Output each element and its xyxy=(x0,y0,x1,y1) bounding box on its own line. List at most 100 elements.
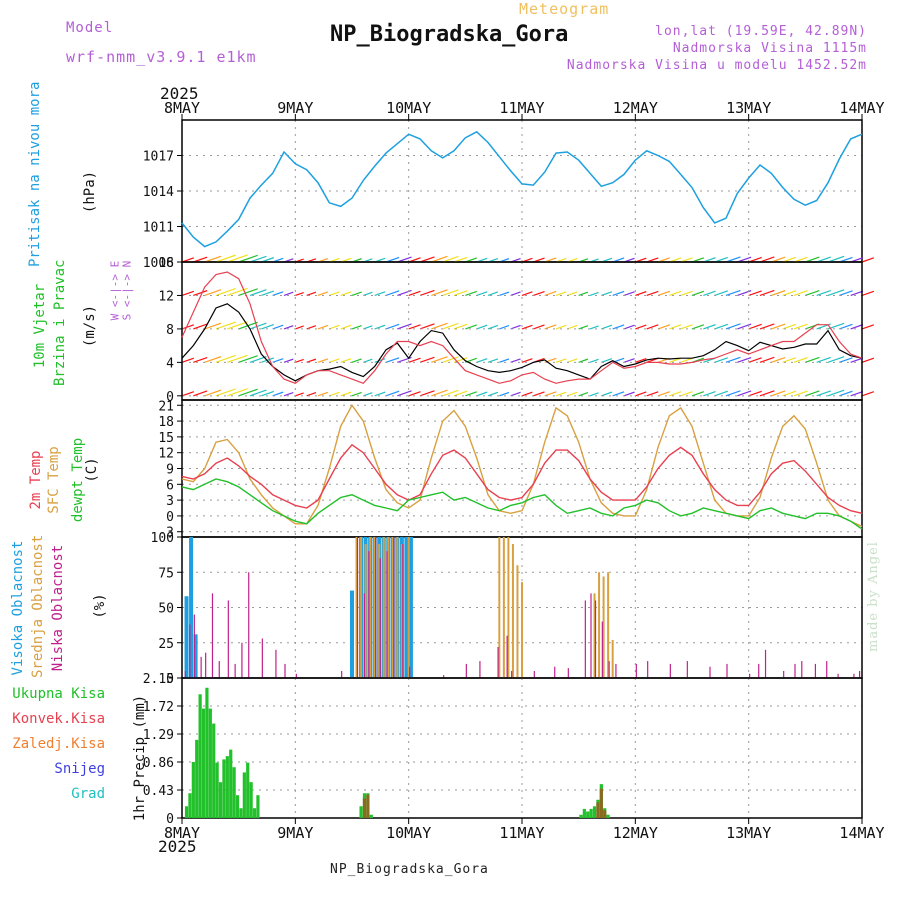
wind-arrow xyxy=(839,390,853,397)
wind-arrow xyxy=(861,391,875,397)
x-day-label-bottom: 10MAY xyxy=(386,824,431,842)
x-day-label-top: 13MAY xyxy=(726,99,771,117)
wind-arrow xyxy=(317,358,329,363)
wind-arrow xyxy=(227,287,248,297)
wind-arrow xyxy=(646,391,659,397)
wind-arrow xyxy=(510,391,521,397)
wind-arrow xyxy=(555,291,567,297)
y-tick-label-precip: 1.29 xyxy=(143,728,174,743)
wind-arrow xyxy=(193,256,208,263)
wind-arrow xyxy=(487,358,499,363)
wind-arrow xyxy=(385,290,400,297)
wind-arrow xyxy=(419,323,435,330)
cloud-high-bar xyxy=(408,537,413,678)
y-tick-label-pressure: 1008 xyxy=(143,256,174,271)
wind-arrow xyxy=(555,391,567,397)
wind-arrow xyxy=(623,291,635,297)
pressure-line xyxy=(181,130,863,248)
wind-arrow xyxy=(351,358,362,363)
wind-arrow xyxy=(453,323,468,330)
wind-arrow xyxy=(487,391,499,397)
wind-arrow xyxy=(431,356,448,363)
wind-arrow xyxy=(714,357,729,363)
wind-arrow xyxy=(748,357,762,363)
x-day-label-bottom: 9MAY xyxy=(277,824,313,842)
wind-arrow xyxy=(181,324,195,330)
altitude-model-text: Nadmorska Visina u modelu 1452.52m xyxy=(566,58,867,73)
wind-arrow xyxy=(419,356,435,363)
wind-arrow xyxy=(181,391,195,397)
wind-arrow xyxy=(544,290,557,297)
precip-total-bar xyxy=(191,762,195,818)
wind-arrow xyxy=(669,357,682,363)
x-day-label-bottom: 11MAY xyxy=(499,824,544,842)
wind-arrow xyxy=(215,388,236,397)
wind-arrow xyxy=(227,321,248,330)
wind-arrow xyxy=(601,291,613,297)
wind-arrow xyxy=(476,391,488,397)
wind-arrow xyxy=(329,358,340,363)
wind-arrow xyxy=(601,324,613,330)
wind-arrow xyxy=(317,291,329,297)
wind-arrow xyxy=(827,356,845,363)
y-tick-label-wind: 12 xyxy=(158,289,174,304)
wind-arrow xyxy=(680,391,693,397)
x-day-label-bottom: 13MAY xyxy=(726,824,771,842)
wind-arrow xyxy=(737,323,752,330)
wind-speed-line xyxy=(181,303,863,382)
temp2m-line xyxy=(181,443,863,514)
lonlat-text: lon,lat (19.59E, 42.89N) xyxy=(655,24,867,39)
model-label: Model xyxy=(66,20,114,36)
model-name: wrf-nmm_v3.9.1 e1km xyxy=(66,48,257,66)
wind-arrow xyxy=(782,290,797,297)
wind-arrow xyxy=(589,291,599,297)
wind-arrow xyxy=(499,291,510,297)
year-bottom-label: 2025 xyxy=(158,837,197,856)
wind-arrow xyxy=(442,389,459,397)
wind-arrow xyxy=(317,391,329,397)
wind-arrow xyxy=(567,391,578,397)
wind-arrow xyxy=(669,391,682,397)
wind-arrow xyxy=(782,390,797,397)
wind-arrow xyxy=(453,256,468,263)
wind-arrow xyxy=(771,290,786,297)
wind-arrow xyxy=(669,290,682,297)
wind-arrow xyxy=(657,391,671,397)
wind-arrow xyxy=(442,356,459,363)
wind-arrow xyxy=(215,321,236,330)
wind-arrow xyxy=(805,356,820,363)
wind-arrow xyxy=(567,291,578,297)
precip-total-bar xyxy=(606,814,610,818)
precip-conv-bar xyxy=(596,802,600,818)
wind-arrow xyxy=(839,290,853,297)
wind-arrow xyxy=(816,356,831,363)
wind-arrow xyxy=(363,358,373,363)
x-day-label-top: 14MAY xyxy=(839,99,884,117)
wind-arrow xyxy=(578,325,589,330)
wind-arrow xyxy=(249,389,267,397)
wind-arrow xyxy=(601,391,613,397)
wind-arrow xyxy=(748,256,762,263)
wind-arrow xyxy=(374,324,386,330)
wind-arrow xyxy=(861,290,875,297)
wind-arrow xyxy=(839,357,853,363)
wind-arrow xyxy=(737,390,752,397)
wind-arrow xyxy=(612,324,625,330)
precip-conv-bar xyxy=(599,788,603,818)
y-tick-label-wind: 8 xyxy=(166,323,174,338)
wind-arrow xyxy=(261,390,275,397)
precip-total-bar xyxy=(592,806,597,818)
wind-arrow xyxy=(759,323,775,330)
wind-arrow xyxy=(578,392,589,397)
wind-arrow xyxy=(193,290,208,297)
legend-snow: Snijeg xyxy=(54,761,105,777)
wind-arrow xyxy=(510,291,521,297)
station-title: NP_Biogradska_Gora xyxy=(330,22,569,47)
wind-arrow xyxy=(442,322,459,330)
precip-conv-bar xyxy=(603,810,607,818)
wind-arrow xyxy=(204,255,222,263)
wind-arrow xyxy=(295,325,304,330)
wind-arrow xyxy=(227,354,248,363)
wind-arrow xyxy=(861,324,875,330)
wind-arrow xyxy=(839,323,853,330)
